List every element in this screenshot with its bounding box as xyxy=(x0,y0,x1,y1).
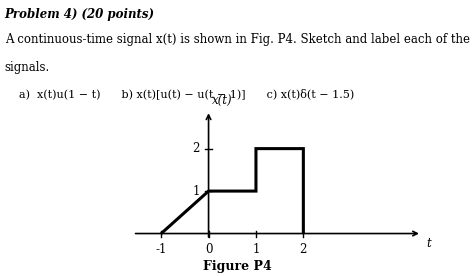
Text: 1: 1 xyxy=(252,243,260,256)
Text: 0: 0 xyxy=(205,243,212,256)
Text: signals.: signals. xyxy=(5,61,50,74)
Text: Problem 4) (20 points): Problem 4) (20 points) xyxy=(5,8,155,21)
Text: Figure P4: Figure P4 xyxy=(202,260,272,273)
Text: 2: 2 xyxy=(300,243,307,256)
Text: -1: -1 xyxy=(155,243,167,256)
Text: a)  x(t)u(1 − t)      b) x(t)[u(t) − u(t − 1)]      c) x(t)δ(t − 1.5): a) x(t)u(1 − t) b) x(t)[u(t) − u(t − 1)]… xyxy=(19,88,354,99)
Text: 2: 2 xyxy=(192,142,200,155)
Text: x(t): x(t) xyxy=(212,95,233,108)
Text: 1: 1 xyxy=(192,185,200,198)
Text: A continuous-time signal x(t) is shown in Fig. P4. Sketch and label each of the : A continuous-time signal x(t) is shown i… xyxy=(5,33,474,46)
Text: t: t xyxy=(427,237,431,250)
